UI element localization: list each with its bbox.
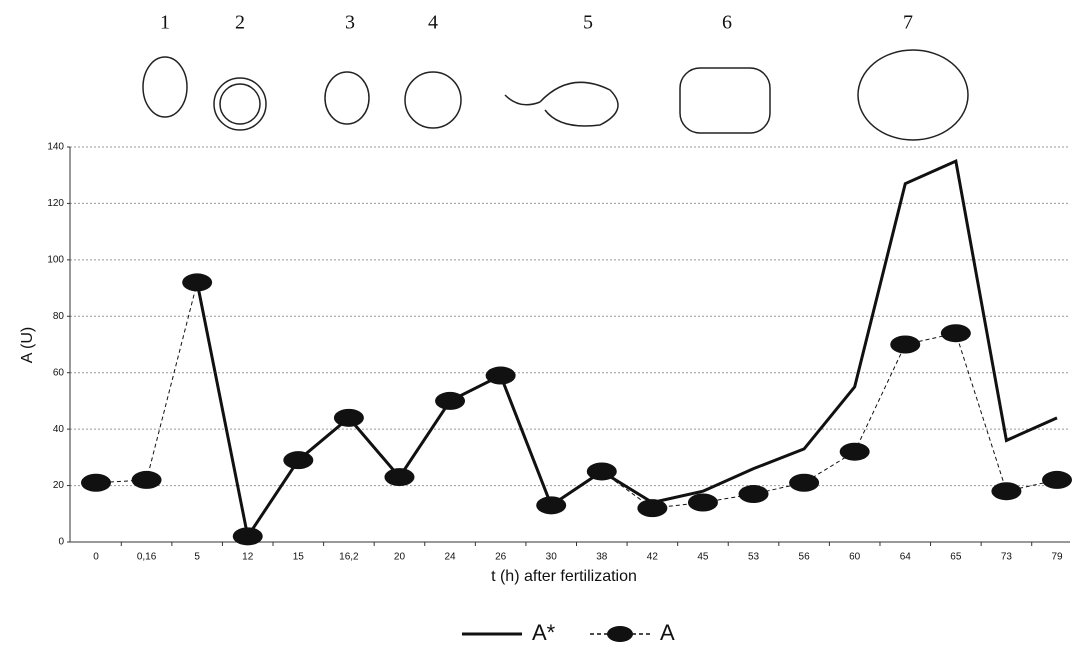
y-tick-label: 40 xyxy=(53,424,65,435)
data-point xyxy=(131,470,162,489)
legend-marker xyxy=(607,626,633,642)
x-tick-label: 60 xyxy=(849,552,861,563)
stage-sketch xyxy=(219,83,261,125)
data-point xyxy=(81,473,111,492)
stage-label: 5 xyxy=(583,12,593,34)
stage-sketch xyxy=(213,77,267,131)
x-tick-label: 5 xyxy=(194,552,200,563)
x-tick-label: 20 xyxy=(394,552,406,563)
y-axis-label: A (U) xyxy=(19,327,36,363)
legend-label: A xyxy=(660,620,675,645)
data-point xyxy=(839,442,870,461)
x-tick-label: 16,2 xyxy=(339,552,359,563)
x-tick-label: 38 xyxy=(596,552,608,563)
x-axis-label: t (h) after fertilization xyxy=(491,568,637,585)
data-point xyxy=(940,324,971,343)
stage-sketch xyxy=(679,67,771,134)
x-tick-label: 12 xyxy=(242,552,254,563)
data-point xyxy=(687,493,718,512)
data-point xyxy=(991,482,1022,501)
x-tick-label: 65 xyxy=(950,552,962,563)
x-tick-label: 0 xyxy=(93,552,99,563)
x-tick-label: 56 xyxy=(799,552,811,563)
y-tick-label: 140 xyxy=(47,142,64,153)
stage-label: 7 xyxy=(903,12,913,34)
x-tick-label: 45 xyxy=(697,552,709,563)
x-tick-label: 73 xyxy=(1001,552,1013,563)
data-point xyxy=(789,473,820,492)
stage-sketch xyxy=(504,81,619,127)
stage-sketches xyxy=(142,49,969,141)
stage-label: 2 xyxy=(235,12,245,34)
x-tick-label: 0,16 xyxy=(137,552,157,563)
x-tick-label: 79 xyxy=(1051,552,1063,563)
data-point xyxy=(637,499,668,518)
stage-label: 3 xyxy=(345,12,355,34)
x-tick-label: 26 xyxy=(495,552,507,563)
stage-sketch xyxy=(324,71,370,125)
data-point xyxy=(1042,470,1072,489)
data-point xyxy=(890,335,921,354)
x-tick-label: 30 xyxy=(546,552,558,563)
x-tick-label: 24 xyxy=(444,552,456,563)
x-tick-label: 53 xyxy=(748,552,760,563)
stage-label: 4 xyxy=(428,12,438,34)
stage-sketch xyxy=(857,49,969,141)
y-tick-label: 100 xyxy=(47,254,64,265)
legend-label: A* xyxy=(532,620,556,645)
y-tick-label: 120 xyxy=(47,198,64,209)
x-tick-label: 42 xyxy=(647,552,659,563)
stage-sketch xyxy=(404,71,462,129)
data-point xyxy=(738,485,769,504)
stage-label: 6 xyxy=(722,12,732,34)
y-tick-label: 80 xyxy=(53,311,65,322)
y-tick-label: 0 xyxy=(58,537,64,548)
stage-sketch xyxy=(142,56,188,118)
stage-label: 1 xyxy=(160,12,170,34)
x-tick-label: 64 xyxy=(900,552,912,563)
x-tick-label: 15 xyxy=(293,552,305,563)
series-line xyxy=(195,158,1058,541)
y-tick-label: 20 xyxy=(53,480,65,491)
y-tick-label: 60 xyxy=(53,367,65,378)
